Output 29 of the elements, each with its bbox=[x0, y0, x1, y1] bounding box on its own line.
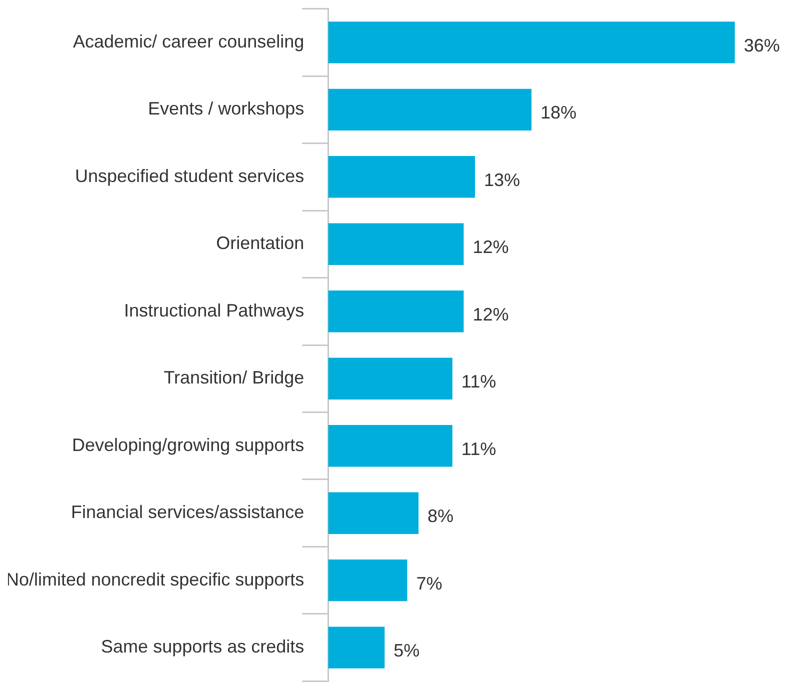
data-label: 11% bbox=[461, 372, 496, 392]
data-label: 18% bbox=[540, 102, 577, 123]
bar bbox=[328, 290, 464, 332]
bar bbox=[328, 156, 475, 198]
data-label: 12% bbox=[472, 304, 509, 324]
bar bbox=[328, 88, 532, 131]
bar bbox=[328, 626, 385, 668]
y-tick-label: Academic/ career counseling bbox=[73, 31, 304, 52]
y-tick-label: Developing/growing supports bbox=[72, 434, 304, 455]
y-tick-label: Orientation bbox=[216, 233, 304, 254]
y-tick-label: Transition/ Bridge bbox=[164, 368, 304, 388]
data-label: 13% bbox=[484, 170, 520, 190]
bar bbox=[328, 492, 419, 534]
data-label: 11% bbox=[461, 438, 496, 459]
y-tick-label: Events / workshops bbox=[148, 98, 304, 119]
bar bbox=[328, 358, 452, 400]
y-tick-label: Unspecified student services bbox=[75, 166, 304, 186]
y-tick-label: Same supports as credits bbox=[101, 636, 304, 657]
data-label: 8% bbox=[428, 506, 454, 526]
bar bbox=[328, 223, 464, 265]
bar bbox=[328, 22, 735, 64]
bar bbox=[328, 559, 408, 602]
data-label: 5% bbox=[394, 640, 420, 661]
bar bbox=[328, 425, 452, 467]
data-label: 36% bbox=[744, 35, 780, 56]
data-label: 12% bbox=[472, 237, 509, 258]
data-label: 7% bbox=[416, 573, 442, 594]
y-tick-label: Instructional Pathways bbox=[124, 300, 304, 320]
y-tick-label: Financial services/assistance bbox=[71, 502, 304, 522]
